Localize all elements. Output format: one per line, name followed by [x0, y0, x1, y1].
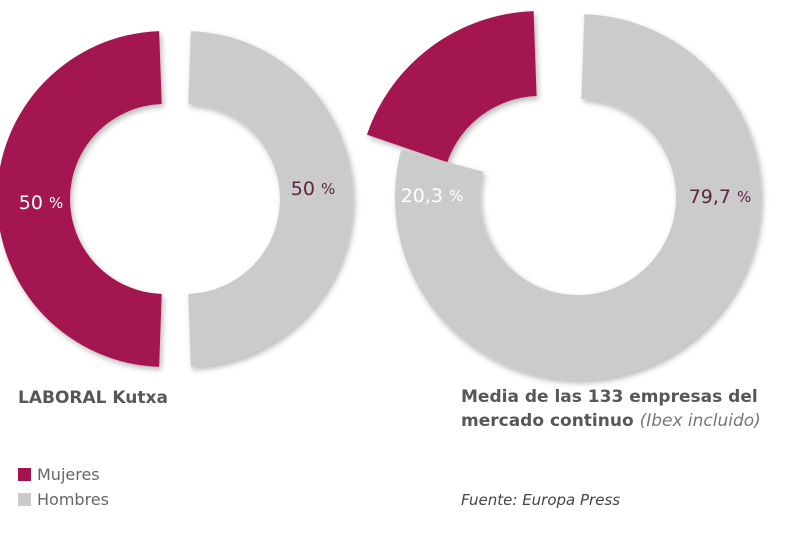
legend-label-mujeres: Mujeres	[37, 465, 100, 484]
data-label-mujeres: 20,3 %	[401, 185, 464, 207]
source-note: Fuente: Europa Press	[461, 491, 621, 509]
donut-slice-mujeres	[0, 31, 162, 367]
chart-title-text: LABORAL Kutxa	[18, 388, 168, 408]
legend-item-mujeres: Mujeres	[18, 462, 109, 487]
chart-title-note: (Ibex incluido)	[639, 411, 761, 431]
data-label-mujeres: 50 %	[19, 192, 63, 214]
chart-title-laboral-kutxa: LABORAL Kutxa	[18, 386, 168, 410]
legend-swatch-mujeres	[18, 468, 31, 481]
legend: Mujeres Hombres	[18, 462, 109, 512]
legend-item-hombres: Hombres	[18, 487, 109, 512]
donut-chart-1	[0, 31, 354, 367]
chart-title-mercado-continuo: Media de las 133 empresas del mercado co…	[461, 385, 761, 433]
legend-label-hombres: Hombres	[37, 490, 109, 509]
donut-slice-hombres	[395, 14, 761, 381]
donut-slice-hombres	[188, 31, 354, 367]
chart-title-text: Media de las 133 empresas del mercado co…	[461, 387, 758, 431]
donut-chart-2	[366, 11, 761, 381]
legend-swatch-hombres	[18, 493, 31, 506]
donut-slice-mujeres	[366, 11, 537, 163]
data-label-hombres: 79,7 %	[689, 186, 752, 208]
data-label-hombres: 50 %	[291, 178, 335, 200]
